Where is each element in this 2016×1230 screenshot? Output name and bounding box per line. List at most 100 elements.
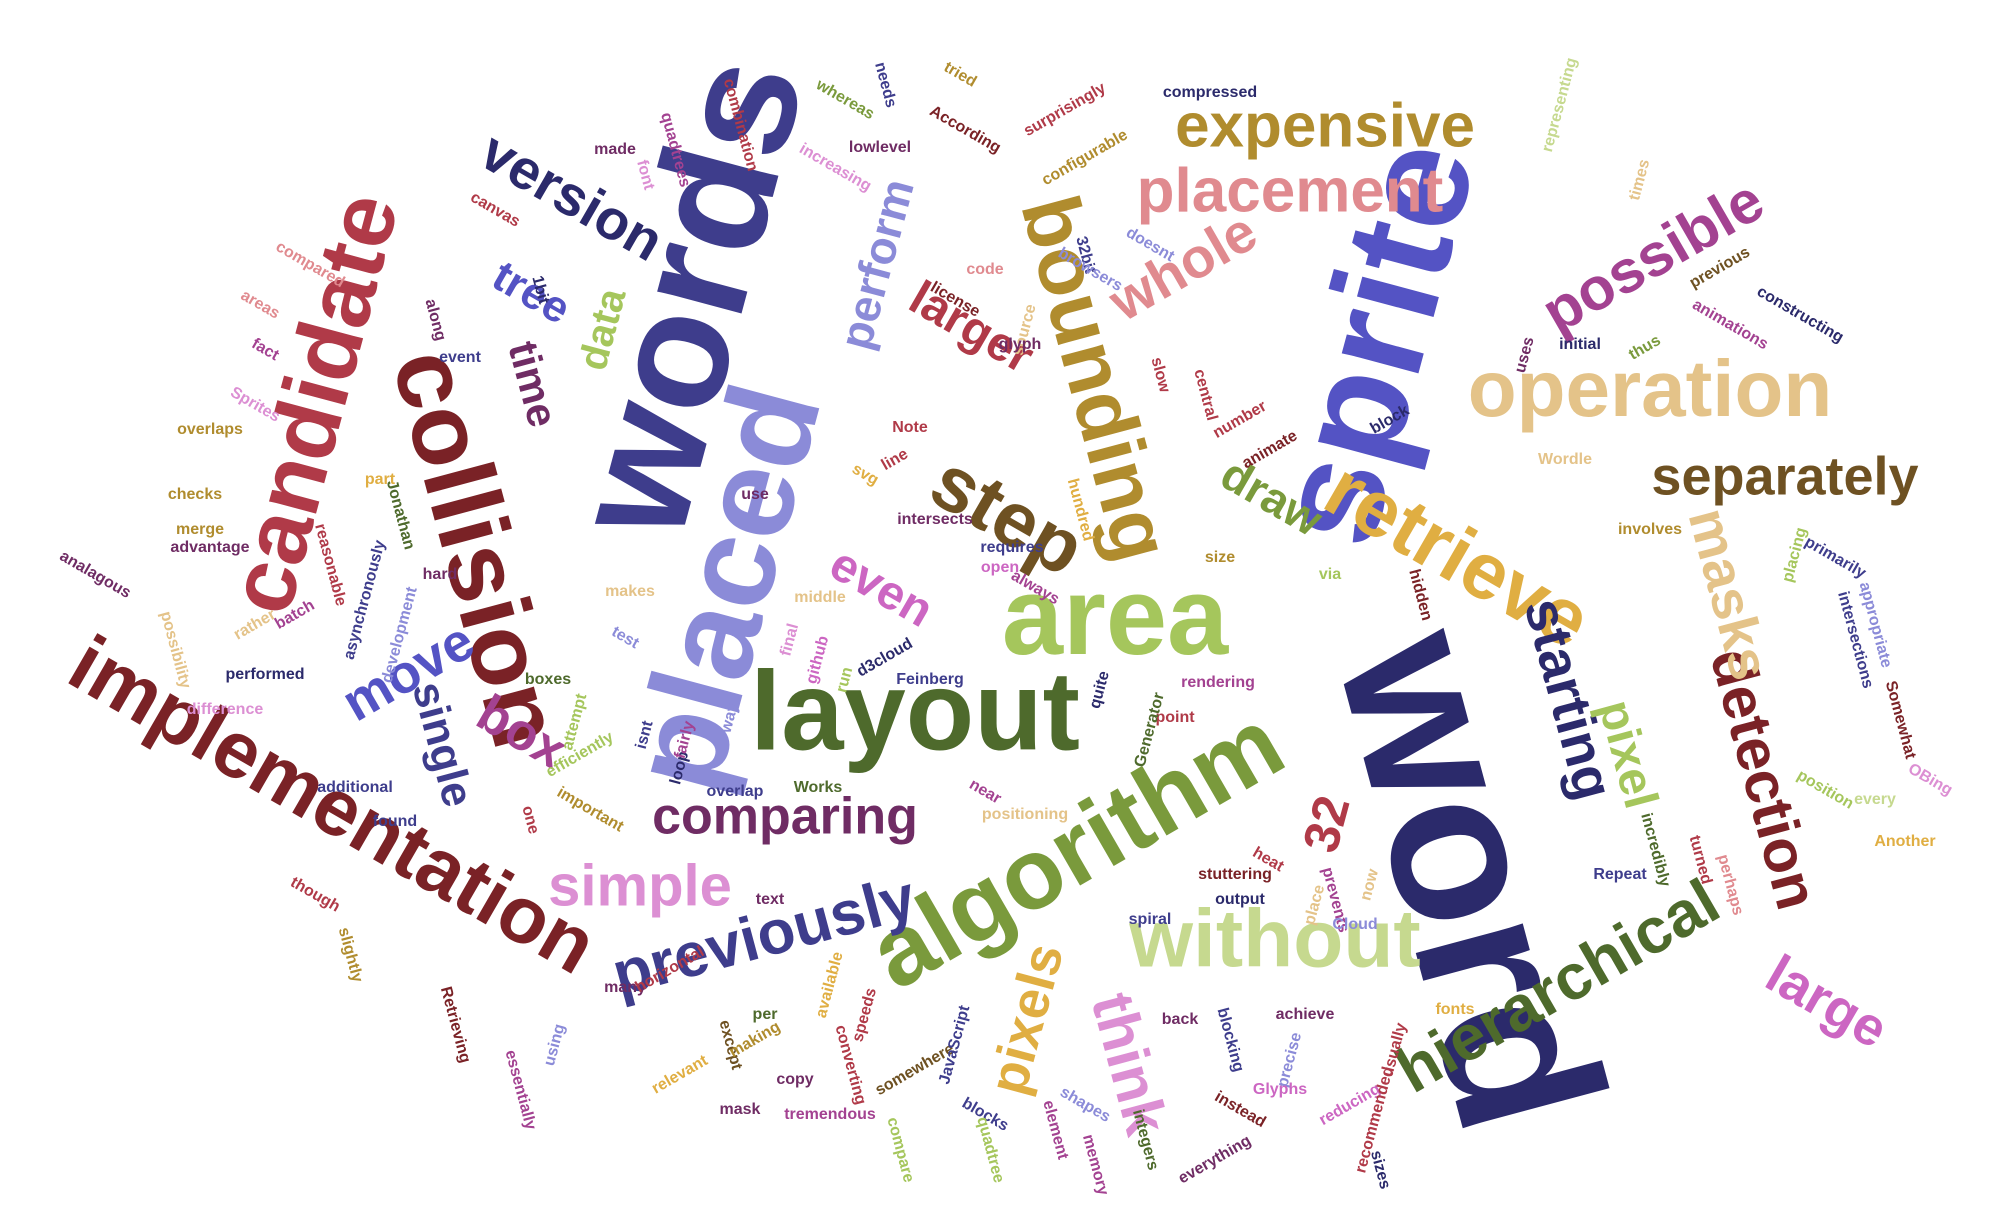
cloud-word-another: Another bbox=[1874, 833, 1935, 850]
cloud-word-difference: difference bbox=[187, 701, 264, 718]
cloud-word-needs: needs bbox=[871, 60, 899, 109]
cloud-word-compressed: compressed bbox=[1163, 84, 1257, 101]
cloud-word-analagous: analagous bbox=[57, 548, 134, 602]
cloud-word-many: many bbox=[604, 979, 646, 996]
cloud-word-obing: OBing bbox=[1905, 760, 1955, 799]
cloud-word-pixels: pixels bbox=[978, 937, 1076, 1100]
cloud-word-without: without bbox=[1128, 894, 1420, 985]
cloud-word-separately: separately bbox=[1651, 446, 1918, 506]
cloud-word-size: size bbox=[1205, 549, 1235, 566]
cloud-word-perform: perform bbox=[829, 173, 924, 354]
cloud-word-slow: slow bbox=[1147, 356, 1173, 395]
cloud-word-code: code bbox=[966, 261, 1003, 278]
cloud-word-simple: simple bbox=[548, 853, 732, 918]
cloud-word-middle: middle bbox=[794, 589, 846, 606]
cloud-word-available: available bbox=[813, 950, 847, 1020]
cloud-word-representing: representing bbox=[1539, 56, 1581, 154]
cloud-word-operation: operation bbox=[1468, 344, 1832, 433]
cloud-word-back: back bbox=[1162, 1011, 1199, 1028]
cloud-word-memory: memory bbox=[1079, 1133, 1112, 1198]
cloud-word-advantage: advantage bbox=[170, 539, 249, 556]
cloud-word-1bit: 1bit bbox=[528, 274, 552, 307]
cloud-word-compare: compare bbox=[883, 1116, 917, 1185]
cloud-word-central: central bbox=[1190, 367, 1220, 422]
cloud-word-rather: rather bbox=[231, 606, 279, 643]
cloud-word-even: even bbox=[821, 537, 942, 638]
cloud-word-cloud: Cloud bbox=[1332, 916, 1377, 933]
cloud-word-text: text bbox=[756, 891, 785, 908]
cloud-word-overlap: overlap bbox=[707, 783, 764, 800]
cloud-word-primarily: primarily bbox=[1802, 533, 1869, 582]
cloud-word-blocking: blocking bbox=[1214, 1006, 1247, 1074]
cloud-word-positioning: positioning bbox=[982, 806, 1068, 823]
cloud-word-run: run bbox=[833, 665, 856, 694]
cloud-word-output: output bbox=[1215, 891, 1265, 908]
cloud-word-times: times bbox=[1626, 157, 1653, 202]
cloud-word-element: element bbox=[1039, 1099, 1071, 1162]
cloud-word-fonts: fonts bbox=[1435, 1001, 1474, 1018]
cloud-word-found: found bbox=[373, 813, 417, 830]
cloud-word-event: event bbox=[439, 349, 481, 366]
cloud-word-line: line bbox=[879, 445, 911, 474]
cloud-word-expensive: expensive bbox=[1175, 91, 1475, 160]
cloud-word-wordle: Wordle bbox=[1538, 451, 1592, 468]
cloud-word-lowlevel: lowlevel bbox=[849, 139, 911, 156]
cloud-word-area: area bbox=[1002, 555, 1229, 678]
cloud-word-checks: checks bbox=[168, 486, 222, 503]
cloud-word-use: use bbox=[741, 486, 769, 503]
cloud-word-placement: placement bbox=[1137, 156, 1444, 225]
cloud-word-important: important bbox=[554, 784, 627, 836]
cloud-word-glyph: glyph bbox=[999, 336, 1042, 353]
cloud-word-placing: placing bbox=[1779, 526, 1810, 585]
cloud-word-hard: hard bbox=[423, 566, 458, 583]
cloud-word-every: every bbox=[1854, 791, 1896, 808]
cloud-word-glyphs: Glyphs bbox=[1253, 1081, 1307, 1098]
cloud-word-speeds: speeds bbox=[849, 986, 880, 1044]
cloud-word-requires: requires bbox=[980, 539, 1043, 556]
cloud-word-involves: involves bbox=[1618, 521, 1682, 538]
cloud-word-according: According bbox=[927, 103, 1004, 157]
cloud-word-one: one bbox=[518, 804, 542, 836]
cloud-word-point: point bbox=[1155, 709, 1195, 726]
cloud-word-copy: copy bbox=[776, 1071, 813, 1088]
cloud-word-performed: performed bbox=[225, 666, 304, 683]
cloud-word-tremendous: tremendous bbox=[784, 1106, 876, 1123]
cloud-word-repeat: Repeat bbox=[1593, 866, 1647, 883]
cloud-word-intersects: intersects bbox=[897, 511, 973, 528]
cloud-word-merge: merge bbox=[176, 521, 224, 538]
cloud-word-though: though bbox=[287, 874, 342, 916]
cloud-word-achieve: achieve bbox=[1276, 1006, 1335, 1023]
cloud-word-stuttering: stuttering bbox=[1198, 866, 1272, 883]
cloud-word-large: large bbox=[1756, 944, 1898, 1061]
cloud-word-layout: layout bbox=[750, 649, 1080, 774]
cloud-word-part: part bbox=[365, 471, 396, 488]
cloud-word-retrieving: Retrieving bbox=[437, 985, 474, 1065]
cloud-word-spiral: spiral bbox=[1129, 911, 1172, 928]
cloud-word-slightly: slightly bbox=[335, 926, 366, 985]
cloud-word-relevant: relevant bbox=[649, 1052, 711, 1098]
cloud-word-note: Note bbox=[892, 419, 928, 436]
cloud-word-configurable: configurable bbox=[1039, 126, 1131, 189]
cloud-word-overlaps: overlaps bbox=[177, 421, 243, 438]
cloud-word-made: made bbox=[594, 141, 636, 158]
cloud-word-rendering: rendering bbox=[1181, 674, 1255, 691]
cloud-word-via: via bbox=[1319, 566, 1341, 583]
cloud-word-makes: makes bbox=[605, 583, 655, 600]
cloud-word-tried: tried bbox=[941, 59, 980, 91]
cloud-word-tree: tree bbox=[484, 251, 578, 334]
cloud-word-isnt: isnt bbox=[633, 718, 657, 751]
cloud-word-boxes: boxes bbox=[525, 671, 571, 688]
cloud-word-per: per bbox=[753, 1006, 778, 1023]
cloud-word-everything: everything bbox=[1176, 1132, 1255, 1187]
cloud-word-open: open bbox=[981, 559, 1019, 576]
cloud-word-svg: svg bbox=[849, 461, 881, 490]
cloud-word-mask: mask bbox=[720, 1101, 761, 1118]
cloud-word-near: near bbox=[966, 776, 1004, 808]
cloud-word-additional: additional bbox=[317, 779, 393, 796]
cloud-word-along: along bbox=[422, 297, 449, 343]
cloud-word-feinberg: Feinberg bbox=[896, 671, 964, 688]
cloud-word-time: time bbox=[499, 336, 567, 432]
cloud-word-surprisingly: surprisingly bbox=[1021, 79, 1109, 140]
cloud-word-somewhat: Somewhat bbox=[1882, 679, 1919, 761]
